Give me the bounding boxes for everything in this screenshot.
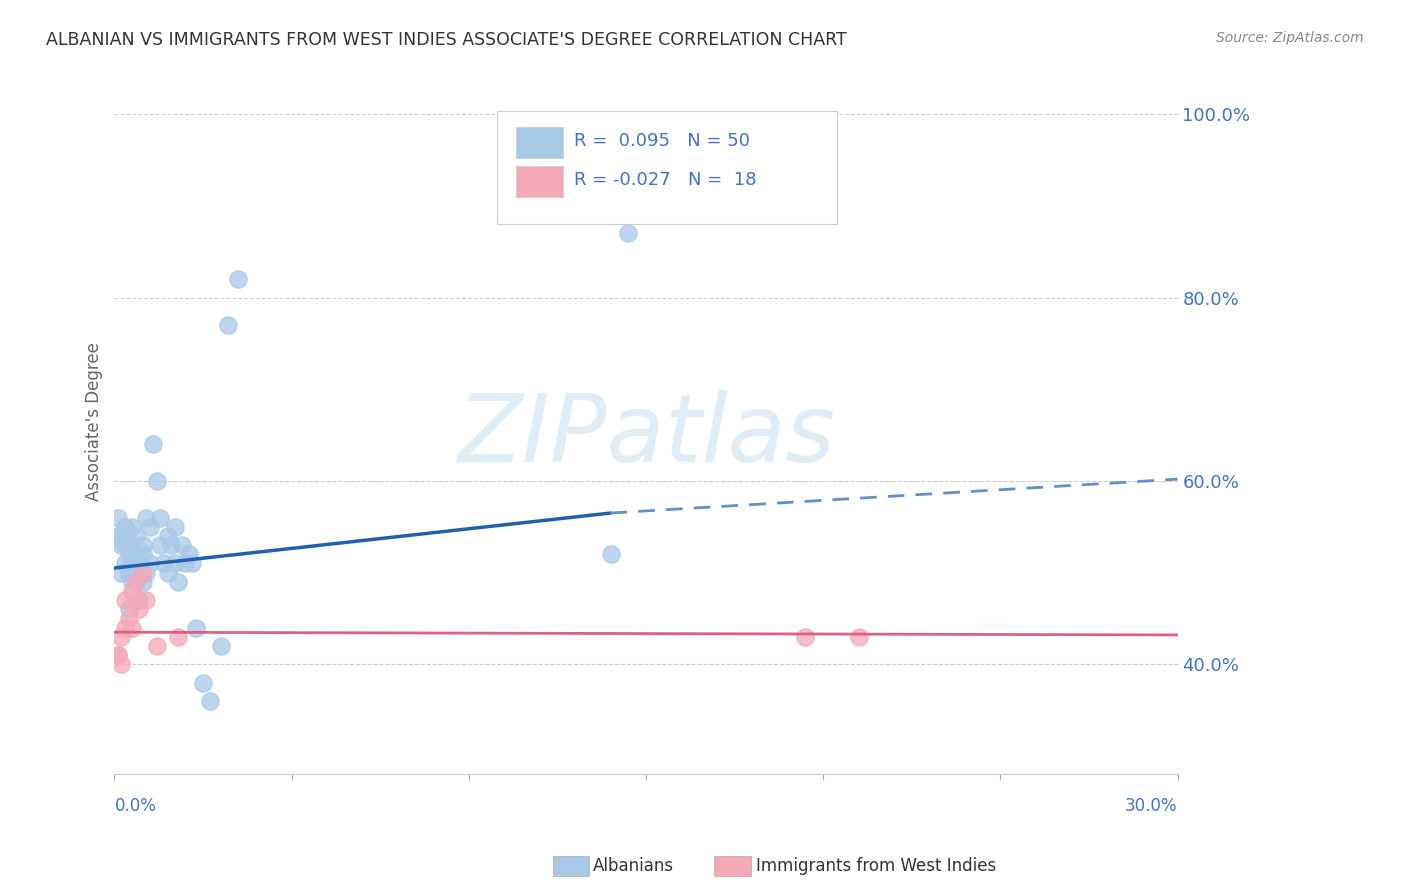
Point [617,227,640,241]
FancyBboxPatch shape [516,127,562,158]
Text: Source: ZipAtlas.com: Source: ZipAtlas.com [1216,31,1364,45]
Text: Albanians: Albanians [593,857,675,875]
Text: ALBANIAN VS IMMIGRANTS FROM WEST INDIES ASSOCIATE'S DEGREE CORRELATION CHART: ALBANIAN VS IMMIGRANTS FROM WEST INDIES … [46,31,848,49]
Text: 30.0%: 30.0% [1125,797,1178,815]
Point [177,547,200,561]
Point [114,520,136,534]
Point [794,630,817,644]
Point [117,566,139,580]
Point [121,574,143,589]
Text: 0.0%: 0.0% [114,797,156,815]
Point [135,593,157,607]
Point [117,547,139,561]
Point [107,648,129,662]
Text: Immigrants from West Indies: Immigrants from West Indies [756,857,997,875]
Point [132,538,155,552]
Point [117,611,139,625]
Point [110,538,132,552]
Point [110,566,132,580]
Point [121,621,143,635]
Point [135,566,157,580]
Point [110,529,132,543]
Point [128,593,150,607]
Point [156,529,179,543]
Point [124,566,146,580]
FancyBboxPatch shape [516,166,562,197]
Text: R =  0.095   N = 50: R = 0.095 N = 50 [574,132,749,150]
Point [174,557,197,571]
Point [132,574,155,589]
Point [107,648,129,662]
Point [128,602,150,616]
Point [135,510,157,524]
Point [160,538,183,552]
Point [156,566,179,580]
Point [121,538,143,552]
Point [107,529,129,543]
Point [110,630,132,644]
Point [124,574,146,589]
Point [198,694,221,708]
Point [181,557,204,571]
Point [132,566,155,580]
Point [121,584,143,599]
Point [124,547,146,561]
Point [153,557,176,571]
Text: R = -0.027   N =  18: R = -0.027 N = 18 [574,171,756,189]
Point [163,520,186,534]
Point [107,510,129,524]
FancyBboxPatch shape [498,111,838,224]
Point [142,437,165,451]
Point [217,318,239,333]
Point [121,557,143,571]
Point [149,538,172,552]
Point [121,520,143,534]
Point [146,474,169,488]
Point [128,557,150,571]
Point [139,557,162,571]
Point [209,639,232,653]
Point [124,593,146,607]
Point [848,630,870,644]
Point [167,630,190,644]
Point [170,538,193,552]
Point [132,547,155,561]
Text: ZIPatlas: ZIPatlas [457,390,835,481]
Point [117,602,139,616]
Point [114,593,136,607]
Point [114,557,136,571]
Point [149,510,172,524]
Point [146,639,169,653]
Point [163,557,186,571]
Point [167,574,190,589]
Point [114,621,136,635]
Point [114,538,136,552]
Point [110,657,132,672]
Point [191,675,214,690]
Point [124,529,146,543]
Point [139,520,162,534]
Point [599,547,621,561]
Point [184,621,207,635]
Point [228,272,250,286]
Y-axis label: Associate's Degree: Associate's Degree [86,342,103,500]
